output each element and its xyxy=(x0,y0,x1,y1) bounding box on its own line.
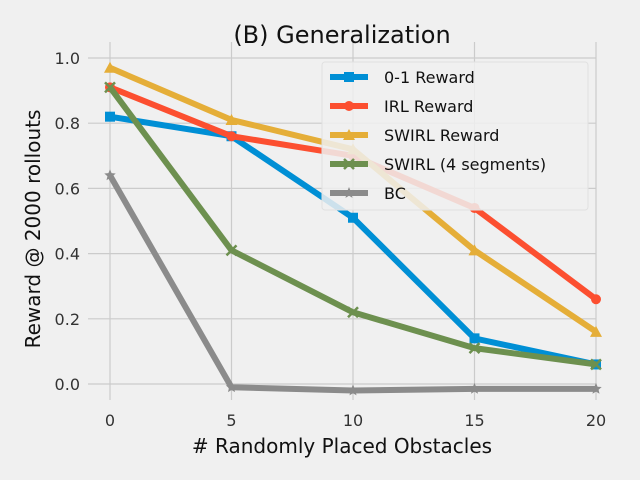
legend: 0-1 Reward IRL Reward SWIRL Reward SWIRL (4… xyxy=(321,61,589,211)
data-point xyxy=(225,244,238,257)
data-point xyxy=(590,382,602,394)
legend-box xyxy=(321,61,589,211)
data-point xyxy=(347,306,359,319)
y-tick-label: 1.0 xyxy=(55,49,80,68)
legend-label: BC xyxy=(384,184,406,203)
series-swirl-4-segments xyxy=(104,81,602,371)
legend-marker xyxy=(343,129,355,140)
data-point xyxy=(226,131,237,142)
y-tick-label: 0.8 xyxy=(55,114,80,133)
x-tick-label: 5 xyxy=(226,411,236,430)
y-axis-label: Reward @ 2000 rollouts xyxy=(21,110,45,349)
legend-item: SWIRL (4 segments) xyxy=(330,155,546,174)
data-point xyxy=(468,342,481,355)
legend-marker xyxy=(344,72,354,82)
legend-item: SWIRL Reward xyxy=(330,126,499,145)
x-tick-labels: 0 5 10 15 20 xyxy=(105,411,606,430)
y-tick-label: 0.4 xyxy=(55,245,80,264)
legend-item: IRL Reward xyxy=(330,97,473,116)
legend-label: IRL Reward xyxy=(384,97,473,116)
data-point xyxy=(104,81,116,94)
y-tick-labels: 0.0 0.2 0.4 0.6 0.8 1.0 xyxy=(55,49,80,394)
legend-label: SWIRL Reward xyxy=(384,126,499,145)
data-point xyxy=(469,333,480,344)
x-tick-label: 0 xyxy=(105,411,115,430)
data-point xyxy=(105,111,115,122)
series-bc xyxy=(104,169,602,396)
data-point xyxy=(225,113,238,125)
y-tick-label: 0.2 xyxy=(55,310,80,329)
chart-title: (B) Generalization xyxy=(233,21,450,49)
data-point xyxy=(590,358,602,371)
legend-item: BC xyxy=(330,184,406,203)
x-axis-label: # Randomly Placed Obstacles xyxy=(192,434,492,458)
x-tick-label: 15 xyxy=(464,411,484,430)
data-point xyxy=(104,61,116,73)
data-point xyxy=(468,382,481,394)
x-tick-label: 10 xyxy=(343,411,363,430)
legend-item: 0-1 Reward xyxy=(330,68,475,87)
legend-label: 0-1 Reward xyxy=(384,68,475,87)
legend-label: SWIRL (4 segments) xyxy=(384,155,546,174)
legend-marker xyxy=(343,158,355,170)
data-point xyxy=(225,381,238,393)
data-point xyxy=(591,294,601,305)
legend-marker xyxy=(344,101,354,111)
data-point xyxy=(590,325,602,337)
y-tick-label: 0.6 xyxy=(55,179,80,198)
data-point xyxy=(104,169,116,181)
data-point xyxy=(348,212,358,223)
legend-marker xyxy=(343,187,355,198)
data-point xyxy=(468,244,481,256)
data-point xyxy=(347,384,359,396)
x-tick-label: 20 xyxy=(586,411,606,430)
y-tick-label: 0.0 xyxy=(55,375,80,394)
